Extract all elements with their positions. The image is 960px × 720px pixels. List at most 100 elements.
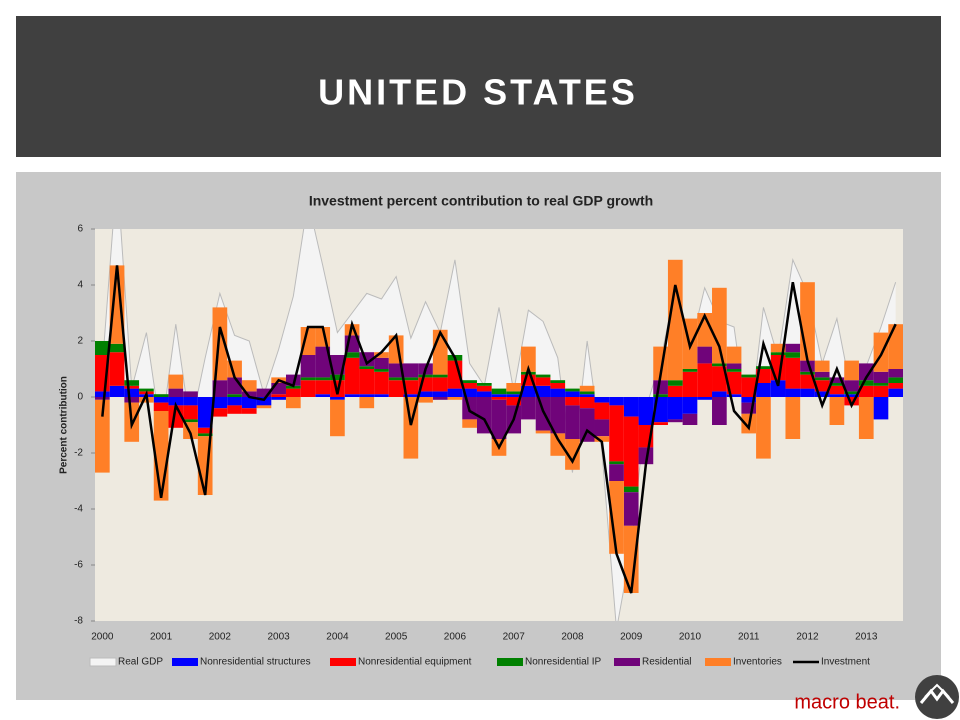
bar-segment [197, 397, 213, 428]
bar-segment [374, 369, 389, 372]
legend-swatch [330, 658, 356, 666]
bar-segment [844, 391, 859, 395]
bar-segment [256, 388, 272, 397]
bar-segment [285, 397, 301, 409]
x-tick-label: 2004 [326, 632, 349, 643]
bar-segment [594, 436, 610, 442]
bar-segment [300, 380, 316, 397]
bar-segment [844, 360, 859, 381]
bar-segment [800, 360, 815, 372]
bar-segment [256, 397, 272, 406]
bar-segment [432, 329, 448, 375]
bar-segment [491, 397, 507, 400]
bar-segment [241, 397, 257, 409]
bar-segment [888, 388, 903, 397]
bar-segment [550, 388, 566, 397]
bar-segment [697, 346, 713, 364]
bar-segment [212, 408, 228, 417]
bar-segment [403, 377, 419, 381]
bar-segment [109, 343, 125, 353]
bar-segment [227, 394, 242, 397]
bar-segment [330, 397, 345, 400]
legend-label: Investment [821, 657, 870, 668]
legend-label: Real GDP [118, 657, 163, 668]
chart-title: Investment percent contribution to real … [309, 193, 653, 209]
bar-segment [858, 385, 874, 397]
bar-segment [844, 394, 859, 397]
bar-segment [168, 388, 184, 397]
brand-logo [915, 675, 959, 719]
bar-segment [95, 399, 110, 473]
bar-segment [535, 377, 551, 386]
bar-segment [682, 397, 698, 414]
plot [95, 229, 903, 621]
x-tick-label: 2010 [679, 632, 702, 643]
bar-segment [653, 394, 668, 397]
bar-segment [697, 397, 713, 400]
y-tick-label: 6 [77, 224, 83, 235]
bar-segment [785, 352, 801, 358]
x-tick-label: 2013 [855, 632, 878, 643]
legend-label: Nonresidential IP [525, 657, 601, 668]
bar-segment [579, 385, 595, 392]
legend-swatch [89, 657, 117, 667]
bar-segment [726, 346, 742, 364]
bar-segment [418, 391, 433, 397]
bar-segment [315, 346, 331, 378]
bar-segment [785, 343, 801, 353]
bar-segment [241, 391, 257, 397]
bar-segment [183, 405, 198, 420]
bar-segment [667, 397, 683, 420]
bar-segment [741, 402, 757, 414]
bar-segment [667, 385, 683, 397]
bar-segment [741, 397, 757, 403]
bar-segment [168, 397, 184, 406]
bar-segment [300, 355, 316, 378]
bar-segment [285, 385, 301, 389]
bar-segment [858, 380, 874, 386]
bar-segment [888, 377, 903, 383]
bar-segment [829, 377, 845, 383]
bar-segment [271, 394, 286, 397]
bar-segment [682, 371, 698, 397]
bar-segment [315, 394, 331, 397]
header-title: UNITED STATES [318, 72, 638, 113]
bar-segment [271, 383, 286, 395]
bar-segment [535, 430, 551, 434]
bar-segment [285, 374, 301, 386]
bar-segment [506, 394, 522, 397]
x-tick-label: 2011 [738, 632, 760, 643]
bar-segment [521, 397, 536, 420]
bar-segment [756, 366, 771, 369]
bar-segment [462, 383, 477, 389]
bar-segment [241, 380, 257, 392]
bar-segment [476, 383, 492, 386]
bar-segment [418, 374, 433, 378]
legend-swatch [497, 658, 523, 666]
bar-segment [565, 391, 580, 397]
bar-segment [227, 397, 242, 406]
bar-segment [183, 419, 198, 423]
brand: macro beat. [794, 691, 900, 713]
legend-label: Inventories [733, 657, 782, 668]
bar-segment [756, 369, 771, 383]
bar-segment [374, 371, 389, 395]
bar-segment [124, 388, 140, 397]
legend-label: Nonresidential structures [200, 657, 311, 668]
bar-segment [682, 369, 698, 372]
bar-segment [359, 397, 375, 409]
bar-segment [491, 394, 507, 397]
bar-segment [858, 363, 874, 381]
bar-segment [565, 397, 580, 406]
bar-segment [418, 397, 433, 403]
bar-segment [550, 383, 566, 389]
legend-swatch [705, 658, 731, 666]
bar-segment [888, 324, 903, 369]
bar-segment [550, 433, 566, 456]
bar-segment [330, 355, 345, 375]
bar-segment [374, 394, 389, 397]
y-tick-label: -8 [74, 616, 83, 627]
bar-segment [829, 397, 845, 425]
bar-segment [447, 388, 463, 397]
bar-segment [403, 380, 419, 395]
